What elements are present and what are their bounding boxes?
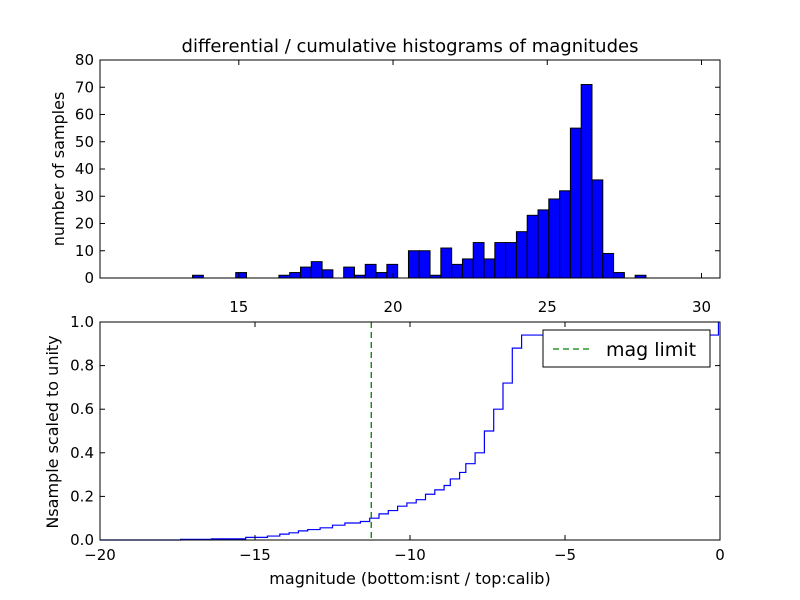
y-tick-label: 30 <box>75 187 94 205</box>
histogram-bar <box>375 272 388 279</box>
histogram-bar <box>451 263 463 279</box>
bottom-x-axis: −20 −15 −10 −5 0 <box>84 322 725 564</box>
y-tick-label: 60 <box>75 106 94 124</box>
legend: mag limit <box>542 329 711 368</box>
y-tick-label: 20 <box>75 215 94 233</box>
histogram-bar <box>580 84 593 279</box>
histogram-bar <box>515 231 528 279</box>
cumulative-line <box>100 322 720 541</box>
y-tick-label: 50 <box>75 133 94 151</box>
histogram-bar <box>591 179 604 279</box>
histogram-bar <box>559 190 571 279</box>
histogram-bar <box>613 272 625 279</box>
histogram-bar <box>483 258 496 279</box>
y-tick-label: 40 <box>75 160 94 178</box>
histogram-bar <box>386 263 399 279</box>
bottom-y-axis-label: Nsample scaled to unity <box>43 335 62 528</box>
x-tick-label: −5 <box>554 546 576 564</box>
y-tick-label: 0.8 <box>70 357 94 375</box>
x-tick-label: −15 <box>239 546 271 564</box>
bottom-cumulative-panel: 0.0 0.2 0.4 0.6 0.8 1.0 −20 −15 −10 −5 0 magnitud… <box>43 313 725 588</box>
y-tick-label: 10 <box>75 242 94 260</box>
histogram-bar <box>494 242 507 279</box>
histogram-bar <box>321 269 334 279</box>
histogram-bar <box>440 247 453 279</box>
histogram-bar <box>343 266 355 279</box>
histogram-bar <box>505 242 517 279</box>
cumulative-series <box>100 322 720 541</box>
histogram-bar <box>548 198 561 279</box>
y-tick-label: 0.0 <box>70 531 94 549</box>
histogram-bar <box>537 209 550 279</box>
y-tick-label: 0 <box>84 269 94 287</box>
histogram-bar <box>461 258 474 279</box>
y-tick-label: 0.2 <box>70 487 94 505</box>
y-tick-label: 70 <box>75 78 94 96</box>
x-tick-label: 0 <box>715 546 725 564</box>
y-tick-label: 1.0 <box>70 313 94 331</box>
y-tick-label: 0.6 <box>70 400 94 418</box>
histogram-bar <box>569 127 582 279</box>
top-x-axis: 15 20 25 30 <box>229 60 711 316</box>
legend-entry-mag-limit: mag limit <box>606 339 696 361</box>
x-tick-label: 25 <box>538 298 557 316</box>
y-tick-label: 0.4 <box>70 444 94 462</box>
top-histogram-panel: differential / cumulative histograms of … <box>49 36 721 316</box>
histogram-bar <box>602 252 615 279</box>
bottom-y-axis: 0.0 0.2 0.4 0.6 0.8 1.0 <box>70 313 720 549</box>
histogram-bar <box>418 250 431 279</box>
top-y-axis-label: number of samples <box>49 92 68 247</box>
histogram-bar <box>364 263 377 279</box>
histogram-bar <box>289 272 302 279</box>
y-tick-label: 80 <box>75 51 94 69</box>
histogram-bar <box>526 214 539 279</box>
x-tick-label: 20 <box>383 298 402 316</box>
histogram-bar <box>472 242 485 279</box>
histogram-bar <box>300 266 312 279</box>
x-tick-label: 30 <box>692 298 711 316</box>
x-tick-label: −10 <box>394 546 426 564</box>
histogram-bar <box>235 272 248 279</box>
bottom-x-axis-label: magnitude (bottom:isnt / top:calib) <box>269 569 550 588</box>
x-tick-label: −20 <box>84 546 116 564</box>
histogram-bar <box>407 250 420 279</box>
chart-title: differential / cumulative histograms of … <box>182 36 639 57</box>
histogram-bar <box>310 261 323 279</box>
legend-box <box>542 329 711 368</box>
x-tick-label: 15 <box>229 298 248 316</box>
top-y-axis: 0 10 20 30 40 50 60 70 80 <box>75 51 720 287</box>
